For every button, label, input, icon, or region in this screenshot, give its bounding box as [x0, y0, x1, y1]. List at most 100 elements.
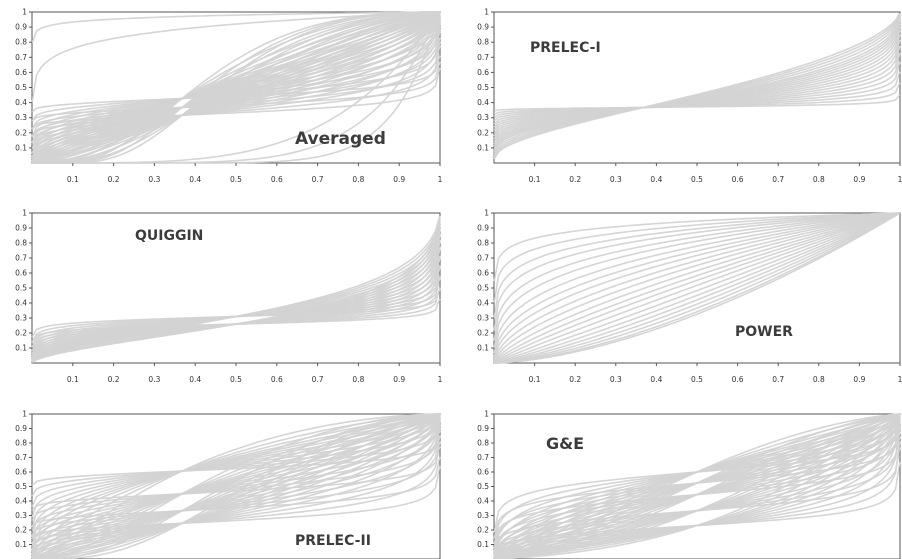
series-line — [32, 12, 441, 164]
x-tick-label: 0.2 — [569, 175, 581, 184]
y-tick-label: 0.1 — [15, 143, 27, 152]
y-tick-label: 1 — [484, 410, 489, 419]
series-line — [31, 11, 440, 103]
y-tick-label: 0.5 — [15, 482, 27, 491]
y-tick-label: 0.8 — [15, 239, 27, 248]
series-line — [494, 212, 901, 364]
y-tick-label: 0.1 — [477, 143, 489, 152]
x-tick-label: 0.5 — [691, 175, 703, 184]
x-tick-label: 0.2 — [108, 175, 120, 184]
series-line — [494, 212, 901, 364]
x-tick-label: 0.2 — [569, 375, 581, 384]
y-tick-label: 0.7 — [477, 53, 489, 62]
chart-title: POWER — [735, 324, 793, 340]
y-tick-label: 0.8 — [477, 239, 489, 248]
series-line — [493, 212, 900, 319]
series-line — [31, 413, 440, 555]
series-line — [493, 212, 900, 348]
y-tick-label: 0.9 — [15, 424, 27, 433]
y-tick-label: 0.6 — [477, 269, 489, 278]
y-tick-label: 0.9 — [477, 424, 489, 433]
x-tick-label: 0.6 — [271, 175, 283, 184]
series-line — [32, 413, 440, 559]
series-line — [31, 216, 441, 364]
series-line — [493, 212, 900, 331]
series-line — [32, 11, 440, 164]
series-line — [32, 11, 440, 164]
x-tick-label: 0.7 — [772, 375, 784, 384]
x-tick-label: 0.1 — [67, 375, 79, 384]
y-tick-label: 0.2 — [477, 128, 489, 137]
series-line — [31, 413, 441, 559]
series-line — [493, 212, 900, 341]
y-tick-label: 0.1 — [15, 540, 27, 549]
y-tick-label: 0.9 — [477, 23, 489, 32]
y-tick-label: 0.2 — [15, 128, 27, 137]
series-line — [494, 413, 900, 559]
series-line — [493, 212, 901, 364]
chart-panel: 0.1 0.2 0.3 0.4 0.5 0.6 0.7 0.8 0.9 1 G&E — [477, 410, 901, 559]
x-tick-label: 0.9 — [853, 375, 865, 384]
y-tick-label: 0.3 — [477, 113, 489, 122]
y-tick-label: 0.1 — [477, 540, 489, 549]
y-tick-label: 0.1 — [15, 344, 27, 353]
series-line — [493, 212, 900, 363]
series-line — [32, 413, 440, 559]
x-tick-label: 0.4 — [650, 375, 662, 384]
x-tick-label: 0.2 — [108, 375, 120, 384]
x-tick-label: 0.1 — [529, 175, 541, 184]
series-line — [494, 413, 900, 559]
y-tick-label: 0.9 — [15, 23, 27, 32]
y-tick-label: 0.7 — [477, 254, 489, 263]
chart-panel: 0.1 0.2 0.3 0.4 0.5 0.6 0.7 0.8 0.9 1 0.1 0.2 0.3 0.4… — [15, 209, 443, 385]
series-line — [32, 11, 440, 164]
series-line — [494, 413, 901, 559]
series-line — [31, 413, 441, 545]
x-tick-label: 0.6 — [271, 375, 283, 384]
y-tick-label: 0.6 — [477, 468, 489, 477]
x-tick-label: 0.9 — [393, 375, 405, 384]
y-tick-label: 1 — [22, 8, 27, 17]
x-tick-label: 0.9 — [393, 175, 405, 184]
series-line — [493, 12, 901, 160]
chart-title: QUIGGIN — [135, 228, 203, 244]
series-line — [32, 11, 440, 164]
y-tick-label: 0.5 — [477, 284, 489, 293]
series-line — [31, 414, 441, 528]
chart-panel: 0.1 0.2 0.3 0.4 0.5 0.6 0.7 0.8 0.9 1 0.1 0.2 0.3 0.4… — [15, 8, 443, 185]
series-line — [493, 212, 900, 360]
x-tick-label: 0.4 — [189, 375, 201, 384]
series-group — [493, 413, 901, 559]
series-line — [493, 212, 901, 364]
y-tick-label: 0.2 — [477, 329, 489, 338]
y-tick-label: 0.4 — [477, 299, 489, 308]
x-tick-label: 0.3 — [148, 375, 160, 384]
y-tick-label: 0.6 — [15, 269, 27, 278]
y-tick-label: 1 — [484, 8, 489, 17]
series-line — [32, 413, 441, 559]
series-line — [31, 413, 441, 558]
y-tick-label: 0.6 — [15, 68, 27, 77]
y-tick-label: 0.7 — [15, 453, 27, 462]
y-tick-label: 0.2 — [15, 329, 27, 338]
series-line — [32, 413, 441, 559]
series-line — [32, 413, 440, 559]
series-group — [31, 11, 441, 164]
chart-title: Averaged — [295, 129, 386, 149]
series-line — [494, 212, 901, 364]
y-tick-label: 0.3 — [15, 113, 27, 122]
chart-title: PRELEC-II — [295, 533, 371, 549]
series-line — [31, 415, 441, 518]
series-line — [32, 413, 440, 559]
series-line — [32, 413, 440, 559]
series-line — [493, 212, 900, 363]
series-line — [493, 212, 901, 364]
series-line — [32, 11, 440, 164]
series-line — [494, 413, 900, 559]
y-tick-label: 0.4 — [477, 98, 489, 107]
x-tick-label: 0.7 — [312, 175, 324, 184]
y-tick-label: 0.3 — [15, 314, 27, 323]
x-tick-label: 0.4 — [650, 175, 662, 184]
series-line — [493, 212, 900, 354]
x-tick-label: 1 — [898, 175, 902, 184]
